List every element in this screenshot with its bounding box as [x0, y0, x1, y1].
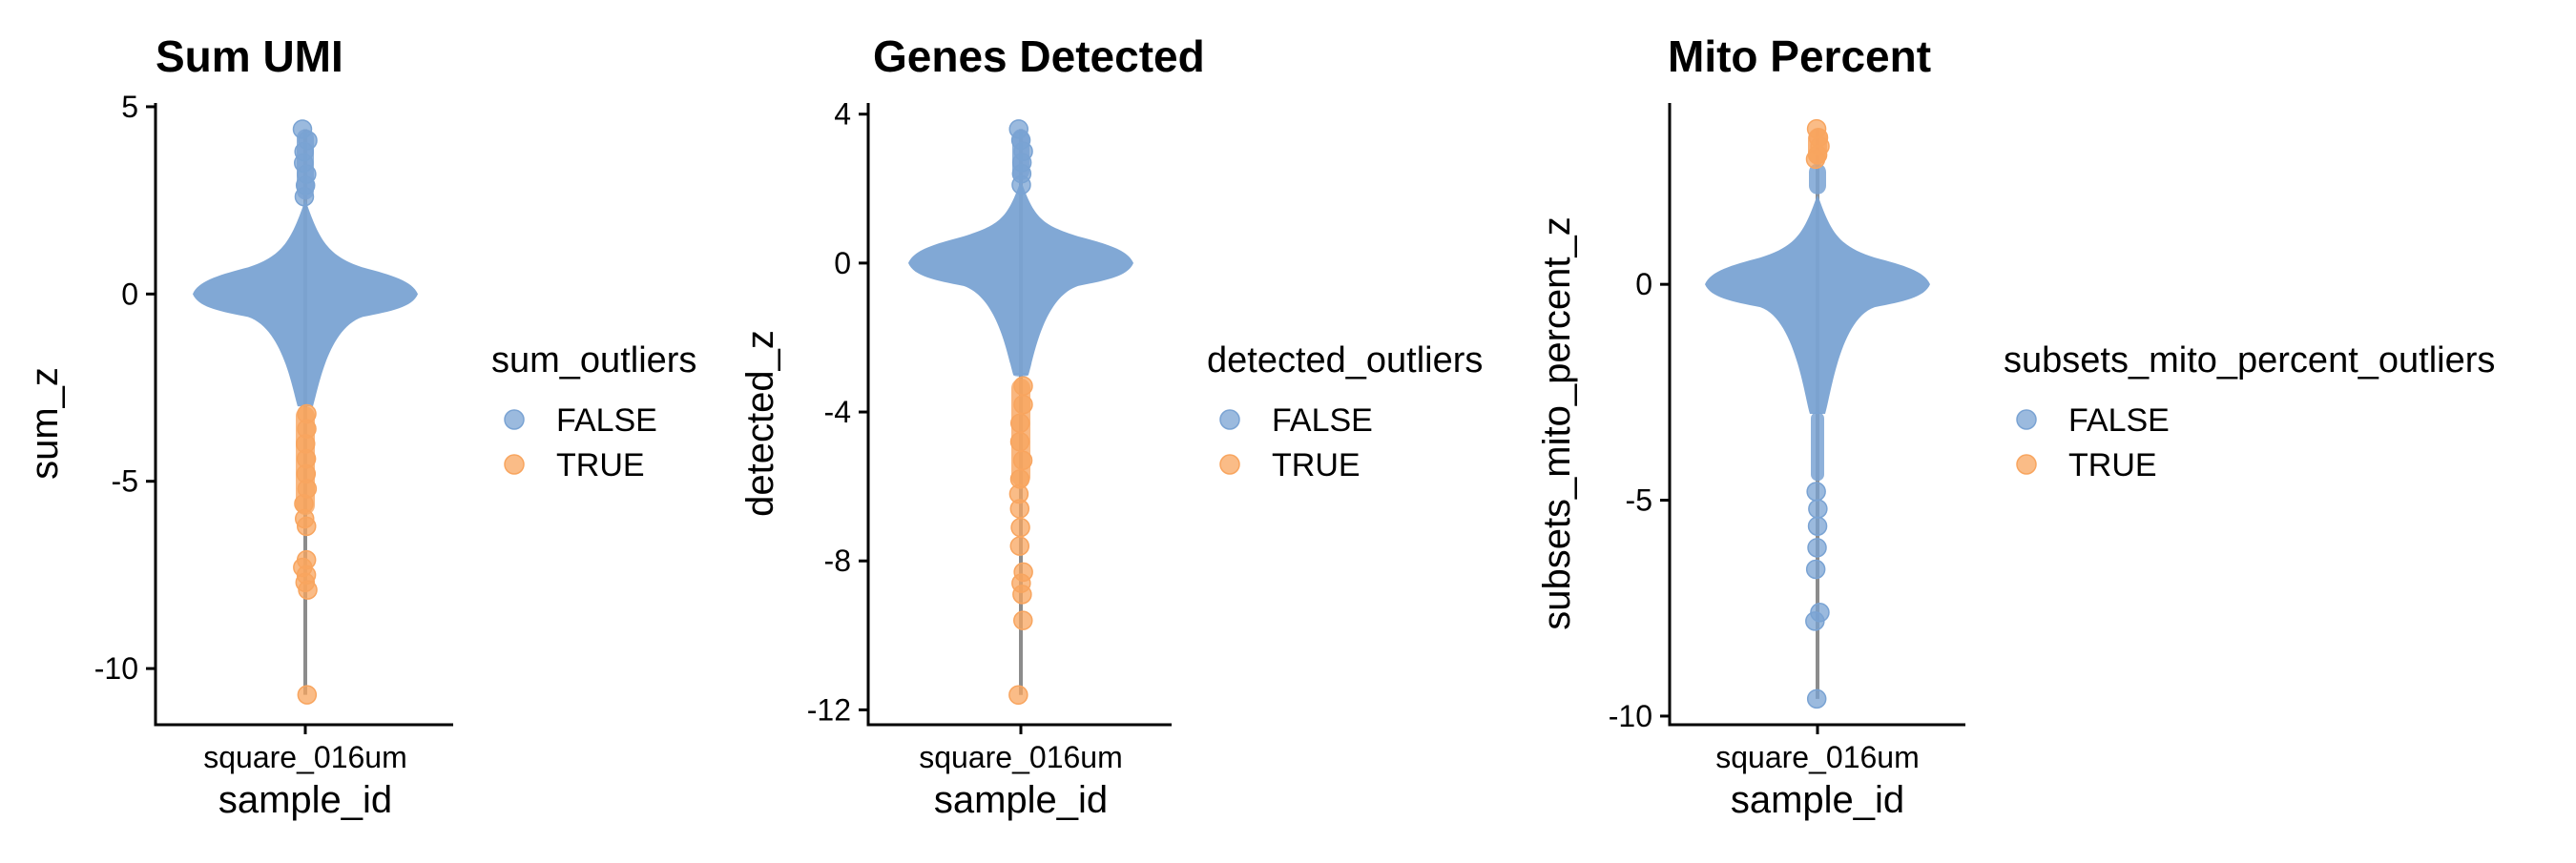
- chart-title: Mito Percent: [1668, 31, 1931, 81]
- y-tick-label: -12: [807, 692, 851, 727]
- legend-label: TRUE: [2068, 447, 2157, 483]
- legend-key-true: [504, 454, 525, 475]
- y-tick-label: -4: [824, 395, 851, 429]
- y-tick-label: -10: [1609, 699, 1652, 733]
- data-point-false: [1805, 611, 1825, 631]
- data-point-true: [1010, 517, 1030, 538]
- data-point-false: [1806, 688, 1827, 709]
- data-point-true: [298, 580, 318, 600]
- legend: sum_outliers FALSE TRUE: [491, 340, 696, 483]
- data-point-false: [1807, 538, 1827, 558]
- chart-title: Genes Detected: [873, 31, 1205, 81]
- legend-label: TRUE: [556, 447, 645, 483]
- data-point-true: [1013, 610, 1033, 630]
- x-tick-label: square_016um: [919, 740, 1122, 774]
- y-tick-label: -5: [1626, 483, 1652, 518]
- data-point-false: [1805, 559, 1826, 580]
- outlier-band: [1011, 378, 1030, 487]
- legend: subsets_mito_percent_outliers FALSE TRUE: [2004, 340, 2495, 483]
- x-tick-label: square_016um: [203, 740, 406, 774]
- legend-key-false: [2016, 409, 2037, 430]
- lower-tail-stem: [1013, 373, 1028, 377]
- y-tick-label: 0: [834, 246, 851, 280]
- data-point-false: [1806, 482, 1826, 502]
- legend-label: FALSE: [2068, 402, 2170, 439]
- y-axis-title: subsets_mito_percent_z: [1536, 216, 1578, 630]
- outlier-band: [296, 406, 315, 516]
- legend-key-true: [2016, 454, 2037, 475]
- x-axis-title: sample_id: [934, 779, 1108, 821]
- chart-title: Sum UMI: [156, 31, 343, 81]
- data-point-true: [1012, 585, 1032, 605]
- x-axis-title: sample_id: [218, 779, 392, 821]
- data-point-true: [1009, 536, 1030, 556]
- y-tick-label: 0: [121, 277, 138, 311]
- y-tick-label: -10: [94, 651, 138, 686]
- panel-3: Mito Percent 0 -5 -10 square_016um sample_id s…: [1536, 31, 2495, 821]
- legend-label: FALSE: [556, 402, 657, 439]
- panel-2: Genes Detected 4 0 -4 -8 -12 square_016umsampl…: [739, 31, 1483, 821]
- data-point-true: [297, 685, 318, 705]
- data-point-true: [296, 516, 317, 537]
- lower-tail-stem: [1811, 412, 1824, 482]
- data-point-true: [1008, 685, 1028, 706]
- legend-title: sum_outliers: [491, 340, 696, 380]
- y-axis-title: sum_z: [24, 367, 66, 480]
- legend-title: detected_outliers: [1207, 340, 1483, 380]
- data-point-false: [1011, 175, 1031, 195]
- legend-label: FALSE: [1272, 402, 1373, 439]
- violin-body: [1705, 194, 1930, 414]
- y-tick-label: 0: [1635, 267, 1652, 301]
- data-point-false: [1808, 499, 1828, 519]
- violin-body: [193, 199, 418, 407]
- outlier-band: [1808, 129, 1827, 164]
- legend-key-true: [1219, 454, 1240, 475]
- data-point-true: [1009, 499, 1030, 519]
- data-point-false: [1807, 516, 1828, 536]
- y-tick-label: 4: [834, 97, 851, 132]
- legend-key-false: [1219, 409, 1240, 430]
- legend-title: subsets_mito_percent_outliers: [2004, 340, 2495, 380]
- legend: detected_outliers FALSE TRUE: [1207, 340, 1483, 483]
- x-axis-title: sample_id: [1731, 779, 1904, 821]
- upper-tail-stem: [1809, 163, 1826, 195]
- data-point-false: [294, 186, 315, 207]
- x-tick-label: square_016um: [1715, 740, 1919, 774]
- y-tick-label: -5: [112, 464, 138, 499]
- violin-body: [908, 180, 1133, 376]
- y-tick-label: 5: [121, 90, 138, 124]
- y-axis-title: detected_z: [739, 330, 781, 517]
- legend-label: TRUE: [1272, 447, 1361, 483]
- y-tick-label: -8: [824, 544, 851, 578]
- panel-1: Sum UMI 5 0 -5 -10 square_016um sample_id sum_z…: [24, 31, 696, 821]
- legend-key-false: [504, 409, 525, 430]
